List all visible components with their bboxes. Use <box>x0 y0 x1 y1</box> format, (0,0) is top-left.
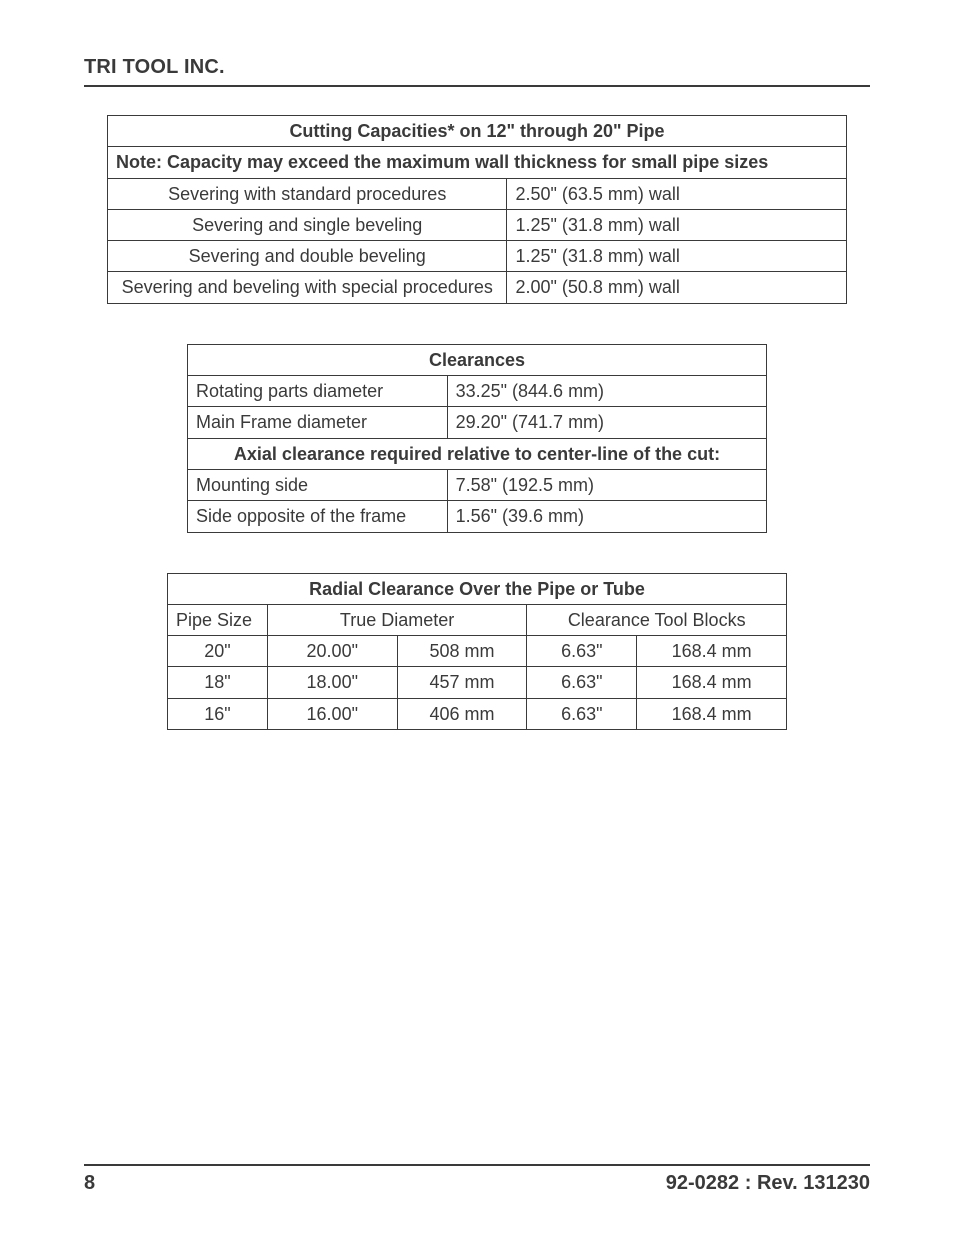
t3-cl-mm: 168.4 mm <box>637 636 787 667</box>
t1-value: 2.50" (63.5 mm) wall <box>507 178 847 209</box>
table-row: Severing and beveling with special proce… <box>108 272 847 303</box>
t1-title: Cutting Capacities* on 12" through 20" P… <box>108 116 847 147</box>
table-row: 18" 18.00" 457 mm 6.63" 168.4 mm <box>168 667 787 698</box>
t1-label: Severing and beveling with special proce… <box>108 272 507 303</box>
company-header: TRI TOOL INC. <box>84 56 870 87</box>
page-number: 8 <box>84 1172 95 1195</box>
t3-cl-mm: 168.4 mm <box>637 667 787 698</box>
t1-value: 1.25" (31.8 mm) wall <box>507 241 847 272</box>
t3-size: 20" <box>168 636 268 667</box>
t3-cl-in: 6.63" <box>527 636 637 667</box>
table-row: Severing and double beveling 1.25" (31.8… <box>108 241 847 272</box>
t3-title: Radial Clearance Over the Pipe or Tube <box>168 573 787 604</box>
table-row: Main Frame diameter 29.20" (741.7 mm) <box>188 407 767 438</box>
radial-clearance-table: Radial Clearance Over the Pipe or Tube P… <box>167 573 787 730</box>
table-header-row: Pipe Size True Diameter Clearance Tool B… <box>168 604 787 635</box>
t2-value: 29.20" (741.7 mm) <box>447 407 766 438</box>
t3-td-in: 20.00" <box>267 636 397 667</box>
t3-td-mm: 406 mm <box>397 698 527 729</box>
t3-cl-mm: 168.4 mm <box>637 698 787 729</box>
t2-label: Rotating parts diameter <box>188 376 448 407</box>
t3-td-in: 18.00" <box>267 667 397 698</box>
table-row: Severing and single beveling 1.25" (31.8… <box>108 209 847 240</box>
t2-value: 7.58" (192.5 mm) <box>447 469 766 500</box>
table-row: Severing with standard procedures 2.50" … <box>108 178 847 209</box>
t3-size: 16" <box>168 698 268 729</box>
t2-title: Clearances <box>188 344 767 375</box>
table-row: Side opposite of the frame 1.56" (39.6 m… <box>188 501 767 532</box>
t1-value: 1.25" (31.8 mm) wall <box>507 209 847 240</box>
page: TRI TOOL INC. Cutting Capacities* on 12"… <box>0 0 954 1235</box>
t2-value: 33.25" (844.6 mm) <box>447 376 766 407</box>
t1-label: Severing and single beveling <box>108 209 507 240</box>
t1-note: Note: Capacity may exceed the maximum wa… <box>108 147 847 178</box>
t2-label: Mounting side <box>188 469 448 500</box>
t2-label: Side opposite of the frame <box>188 501 448 532</box>
t3-h3: Clearance Tool Blocks <box>527 604 787 635</box>
t2-label: Main Frame diameter <box>188 407 448 438</box>
t2-value: 1.56" (39.6 mm) <box>447 501 766 532</box>
t1-label: Severing with standard procedures <box>108 178 507 209</box>
t1-value: 2.00" (50.8 mm) wall <box>507 272 847 303</box>
t3-h1: Pipe Size <box>168 604 268 635</box>
t3-cl-in: 6.63" <box>527 698 637 729</box>
table-row: Rotating parts diameter 33.25" (844.6 mm… <box>188 376 767 407</box>
table-row: 16" 16.00" 406 mm 6.63" 168.4 mm <box>168 698 787 729</box>
t3-h2: True Diameter <box>267 604 527 635</box>
t3-size: 18" <box>168 667 268 698</box>
revision-label: 92-0282 : Rev. 131230 <box>666 1172 870 1195</box>
t3-cl-in: 6.63" <box>527 667 637 698</box>
cutting-capacities-table: Cutting Capacities* on 12" through 20" P… <box>107 115 847 304</box>
page-footer: 8 92-0282 : Rev. 131230 <box>84 1164 870 1195</box>
table-row: Mounting side 7.58" (192.5 mm) <box>188 469 767 500</box>
t3-td-mm: 457 mm <box>397 667 527 698</box>
table-row: 20" 20.00" 508 mm 6.63" 168.4 mm <box>168 636 787 667</box>
t3-td-in: 16.00" <box>267 698 397 729</box>
t3-td-mm: 508 mm <box>397 636 527 667</box>
clearances-table: Clearances Rotating parts diameter 33.25… <box>187 344 767 533</box>
t2-subhead: Axial clearance required relative to cen… <box>188 438 767 469</box>
t1-label: Severing and double beveling <box>108 241 507 272</box>
